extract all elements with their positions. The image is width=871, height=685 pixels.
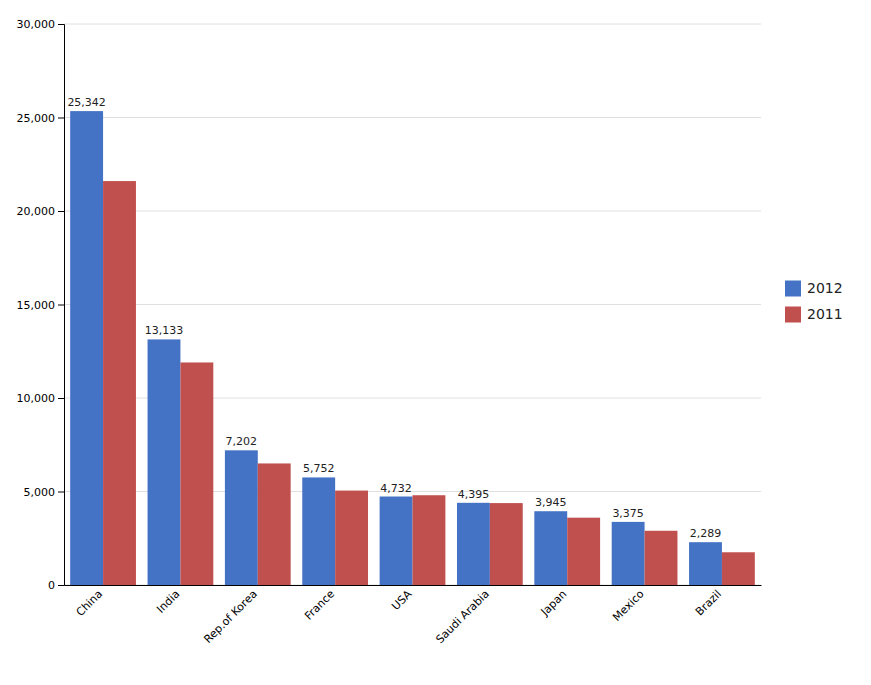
tick-label: USA — [389, 587, 415, 613]
bar — [722, 552, 755, 585]
bar — [258, 463, 291, 585]
tick-label: 30,000 — [17, 18, 56, 31]
legend-label: 2012 — [807, 280, 843, 296]
tick: 0 — [48, 579, 64, 592]
legend-item: 2012 — [785, 280, 843, 296]
bar — [225, 450, 258, 585]
tick-label: Saudi Arabia — [433, 587, 492, 646]
tick-label: India — [154, 587, 182, 615]
bar — [567, 518, 600, 585]
data-label: 3,945 — [535, 496, 567, 509]
tick: China — [74, 587, 105, 618]
data-label: 2,289 — [690, 527, 722, 540]
tick-label: Rep.of Korea — [201, 587, 259, 645]
tick-mark — [58, 398, 64, 399]
bar — [70, 111, 103, 585]
tick-mark — [58, 492, 64, 493]
tick: India — [154, 587, 182, 615]
tick-mark — [58, 118, 64, 119]
bar — [689, 542, 722, 585]
data-labels: 25,342 13,133 7,202 5,752 4,732 4,395 3,945 3,3… — [67, 96, 721, 540]
bar — [180, 362, 213, 585]
data-label: 25,342 — [67, 96, 106, 109]
bar-series — [70, 111, 722, 585]
legend-item: 2011 — [785, 306, 843, 322]
axis-line — [65, 585, 762, 586]
data-label: 13,133 — [145, 324, 184, 337]
tick-label: 15,000 — [17, 299, 56, 312]
grid-line — [64, 211, 761, 212]
tick: Mexico — [610, 587, 647, 624]
chart: 25,342 13,133 7,202 5,752 4,732 4,395 3,945 3,3… — [0, 0, 871, 685]
data-label: 4,395 — [458, 488, 490, 501]
tick-label: France — [302, 587, 337, 622]
tick-label: 20,000 — [17, 205, 56, 218]
grid-line — [64, 117, 761, 118]
data-label: 4,732 — [380, 482, 412, 495]
tick: 25,000 — [17, 112, 65, 125]
bar-series — [103, 181, 755, 585]
tick-label: 5,000 — [24, 486, 56, 499]
tick-mark — [58, 585, 64, 586]
x-axis: China India Rep.of Korea France USA Saudi Ara… — [65, 586, 762, 647]
data-label: 5,752 — [303, 462, 335, 475]
tick-mark — [58, 305, 64, 306]
tick: 20,000 — [17, 205, 65, 218]
y-axis: 0 5,000 10,000 15,000 20,000 25,000 30,000 — [17, 18, 65, 592]
tick: Saudi Arabia — [433, 587, 492, 646]
tick-label: Mexico — [610, 587, 647, 624]
bar — [302, 477, 335, 585]
bar — [335, 491, 368, 585]
tick: 10,000 — [17, 392, 65, 405]
data-label: 3,375 — [612, 507, 644, 520]
bar — [490, 503, 523, 585]
tick-mark — [58, 211, 64, 212]
tick-label: Brazil — [693, 587, 724, 618]
tick: Japan — [538, 587, 570, 619]
tick-label: 25,000 — [17, 112, 56, 125]
bars — [70, 111, 755, 585]
tick-label: China — [74, 587, 105, 618]
tick: 30,000 — [17, 18, 65, 31]
legend-swatch — [785, 281, 801, 297]
tick: USA — [389, 587, 415, 613]
tick: 5,000 — [24, 486, 65, 499]
data-label: 7,202 — [226, 435, 258, 448]
bar — [612, 522, 645, 585]
bar — [413, 495, 446, 585]
grid — [64, 24, 761, 585]
tick: Brazil — [693, 587, 724, 618]
tick: 15,000 — [17, 299, 65, 312]
bar — [534, 511, 567, 585]
tick: France — [302, 587, 337, 622]
tick-label: 0 — [48, 579, 55, 592]
legend-label: 2011 — [807, 306, 843, 322]
bar — [645, 531, 678, 585]
bar — [380, 497, 413, 585]
grid-line — [64, 24, 761, 25]
plot: 25,342 13,133 7,202 5,752 4,732 4,395 3,945 3,3… — [17, 18, 843, 646]
legend: 2012 2011 — [785, 280, 843, 322]
grid-line — [64, 304, 761, 305]
bar — [457, 503, 490, 585]
tick: Rep.of Korea — [201, 587, 259, 645]
tick-mark — [58, 24, 64, 25]
tick-label: Japan — [538, 587, 570, 619]
tick-label: 10,000 — [17, 392, 56, 405]
legend-swatch — [785, 307, 801, 323]
axis-line — [58, 25, 65, 586]
bar — [148, 339, 181, 585]
bar — [103, 181, 136, 585]
